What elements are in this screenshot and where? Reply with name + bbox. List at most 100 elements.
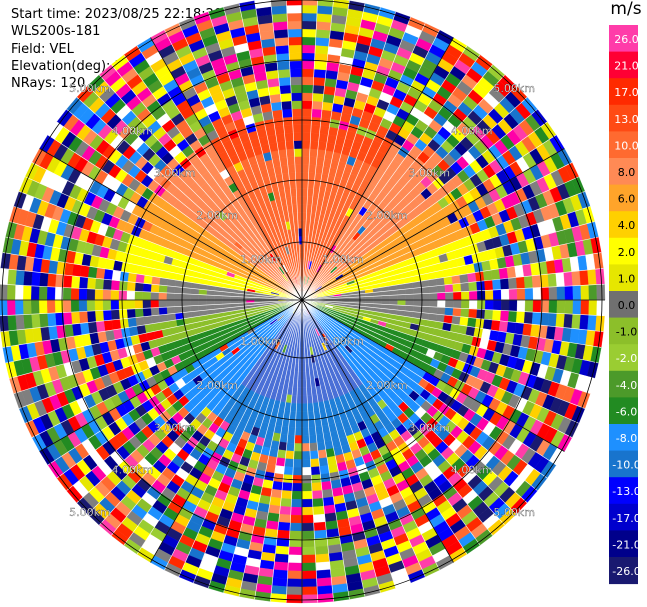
velocity-bin	[460, 282, 470, 292]
velocity-bin	[290, 84, 303, 94]
velocity-bin	[285, 450, 295, 460]
velocity-bin	[70, 275, 81, 289]
velocity-bin	[311, 108, 323, 118]
velocity-bin	[150, 307, 160, 317]
velocity-bin	[293, 132, 303, 141]
colorbar-tick-label: 1.0	[618, 272, 636, 285]
velocity-bin	[531, 311, 542, 326]
colorbar-tick-label: 10.0	[614, 139, 639, 152]
velocity-bin	[95, 267, 106, 280]
velocity-bin	[508, 299, 518, 312]
velocity-bin	[276, 141, 287, 151]
colorbar-tick-label: -4.0	[616, 379, 637, 392]
velocity-bin	[286, 586, 303, 596]
velocity-bin	[78, 288, 88, 301]
velocity-bin	[445, 291, 454, 301]
velocity-bin	[274, 553, 289, 563]
velocity-bin	[295, 172, 303, 181]
velocity-bin	[572, 299, 582, 315]
velocity-bin	[78, 311, 89, 324]
velocity-bin	[288, 44, 303, 54]
velocity-bin	[301, 68, 315, 78]
velocity-bin	[78, 299, 88, 312]
velocity-bin	[87, 266, 98, 279]
velocity-bin	[381, 299, 390, 305]
velocity-bin	[30, 285, 40, 301]
velocity-bin	[7, 268, 17, 286]
velocity-bin	[6, 284, 16, 301]
velocity-bin	[6, 299, 16, 316]
velocity-bin	[285, 594, 303, 604]
velocity-bin	[276, 449, 287, 459]
velocity-bin	[62, 274, 73, 289]
velocity-bin	[301, 586, 318, 596]
colorbar-tick-label: 2.0	[618, 246, 636, 259]
velocity-bin	[437, 299, 446, 308]
velocity-bin	[296, 188, 303, 197]
velocity-bin	[135, 273, 145, 284]
velocity-bin	[405, 299, 414, 306]
velocity-bin	[0, 299, 8, 316]
velocity-bin	[158, 306, 168, 316]
velocity-bin	[311, 482, 323, 492]
velocity-bin	[301, 196, 308, 205]
velocity-bin	[290, 92, 303, 102]
velocity-bin	[38, 299, 48, 314]
velocity-bin	[555, 313, 565, 328]
velocity-bin	[317, 141, 328, 151]
range-label: 5.00km	[69, 506, 111, 519]
velocity-bin	[284, 458, 294, 468]
velocity-bin	[498, 267, 509, 280]
velocity-bin	[445, 299, 454, 309]
velocity-bin	[23, 270, 33, 286]
colorbar-unit: m/s	[610, 0, 642, 19]
velocity-bin	[444, 307, 454, 317]
velocity-bin	[102, 278, 112, 291]
velocity-bin	[301, 467, 312, 476]
velocity-bin	[588, 284, 598, 301]
velocity-bin	[280, 490, 293, 500]
velocity-bin	[397, 299, 406, 306]
velocity-bin	[38, 286, 48, 301]
velocity-bin	[301, 188, 308, 197]
colorbar-tick-label: -17.0	[612, 512, 640, 525]
range-label: 3.00km	[408, 421, 450, 434]
velocity-bin	[14, 299, 24, 316]
velocity-bin	[515, 276, 526, 289]
velocity-bin	[301, 44, 316, 54]
range-label: 4.00km	[451, 124, 493, 137]
velocity-bin	[286, 4, 303, 14]
velocity-bin	[301, 387, 308, 396]
velocity-bin	[309, 148, 319, 158]
velocity-bin	[524, 287, 534, 301]
velocity-bin	[515, 311, 526, 324]
velocity-bin	[571, 314, 581, 330]
velocity-bin	[547, 273, 557, 288]
colorbar-tick-label: 26.0	[614, 33, 639, 46]
velocity-bin	[301, 92, 314, 102]
velocity-bin	[309, 140, 319, 150]
velocity-bin	[301, 132, 311, 141]
velocity-bin	[15, 314, 25, 331]
velocity-bin	[274, 37, 289, 47]
range-label: 3.00km	[154, 167, 196, 180]
colorbar-tick-label: 21.0	[614, 60, 639, 73]
velocity-bin	[301, 570, 317, 580]
velocity-bin	[301, 12, 318, 22]
velocity-bin	[301, 76, 314, 86]
velocity-bin	[314, 545, 329, 555]
velocity-bin	[126, 299, 135, 310]
velocity-bin	[292, 467, 303, 476]
velocity-bin	[127, 272, 137, 283]
range-label: 1.00km	[240, 335, 282, 348]
velocity-bin	[174, 299, 183, 307]
velocity-bin	[198, 294, 207, 301]
velocity-bin	[492, 278, 502, 291]
velocity-bin	[158, 292, 167, 301]
velocity-bin	[301, 498, 314, 508]
velocity-bin	[135, 316, 145, 327]
velocity-bin	[290, 506, 303, 516]
velocity-bin	[301, 108, 313, 118]
velocity-bin	[289, 68, 303, 78]
velocity-bin	[461, 291, 470, 301]
